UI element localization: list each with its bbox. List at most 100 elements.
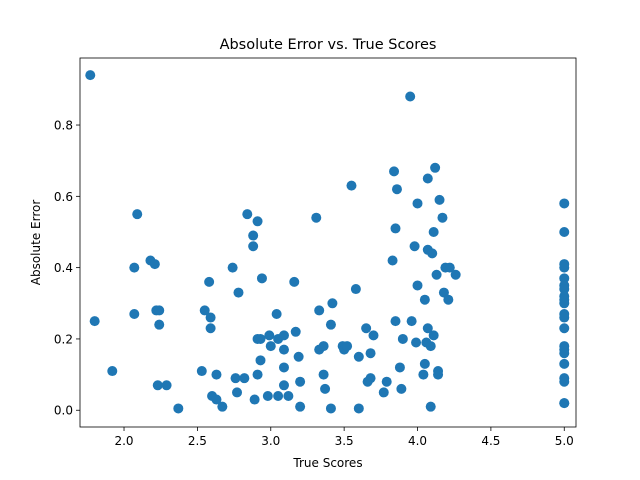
data-point-28 [239,373,250,384]
data-point-99 [425,401,436,412]
data-point-126 [559,312,570,323]
data-point-133 [559,376,570,387]
data-point-119 [559,273,570,284]
data-point-98 [422,323,433,334]
data-point-80 [390,223,401,234]
data-point-96 [422,173,433,184]
data-point-124 [559,298,570,309]
data-point-109 [437,212,448,223]
data-point-113 [444,262,455,273]
data-point-121 [559,284,570,295]
data-point-17 [204,276,215,287]
data-point-26 [232,387,243,398]
data-point-102 [428,226,439,237]
data-point-131 [559,358,570,369]
data-point-75 [368,330,379,341]
data-point-61 [325,319,336,330]
data-point-47 [278,362,289,373]
data-point-71 [361,323,372,334]
data-point-40 [264,330,275,341]
data-point-46 [278,330,289,341]
data-point-105 [431,269,442,280]
plot-area-frame [79,57,577,428]
x-tick-label: 3.5 [335,434,354,448]
x-tick-label: 2.0 [114,434,133,448]
data-point-104 [430,162,441,173]
data-point-115 [559,198,570,209]
data-point-41 [265,341,276,352]
data-point-83 [394,362,405,373]
data-point-112 [443,294,454,305]
data-point-79 [389,166,400,177]
y-tick-label: 0.4 [54,261,73,275]
data-point-85 [397,333,408,344]
data-point-2 [89,316,100,327]
data-point-13 [161,380,172,391]
data-point-16 [199,305,210,316]
data-point-58 [318,341,329,352]
data-point-50 [289,276,300,287]
data-point-66 [342,341,353,352]
data-point-6 [132,209,143,220]
x-axis-ticks: 2.0 2.5 3.0 3.5 4.0 4.5 5.0 [114,427,574,448]
data-point-101 [427,248,438,259]
data-point-54 [295,401,306,412]
data-point-103 [428,330,439,341]
data-point-25 [230,373,241,384]
data-point-78 [387,255,398,266]
data-point-89 [411,337,422,348]
data-point-73 [365,373,376,384]
y-tick-label: 0.6 [54,190,73,204]
data-point-127 [559,323,570,334]
data-point-10 [154,305,165,316]
y-axis-ticks: 0.0 0.2 0.4 0.6 0.8 [54,119,80,418]
data-point-130 [559,348,570,359]
data-point-18 [205,323,216,334]
data-point-81 [390,316,401,327]
data-point-94 [419,294,430,305]
y-tick-label: 0.8 [54,119,73,133]
data-point-3 [107,366,118,377]
data-point-21 [211,394,222,405]
data-point-90 [412,198,423,209]
data-point-62 [325,403,336,414]
data-point-108 [434,194,445,205]
data-point-135 [559,398,570,409]
x-tick-label: 3.0 [261,434,280,448]
data-point-55 [311,212,322,223]
data-point-51 [290,326,301,337]
y-tick-label: 0.2 [54,332,73,346]
chart-title: Absolute Error vs. True Scores [220,37,437,53]
data-point-14 [173,403,184,414]
data-point-88 [409,241,420,252]
data-point-67 [346,180,357,191]
data-point-32 [249,394,260,405]
data-point-77 [381,376,392,387]
data-point-56 [314,305,325,316]
data-point-84 [396,383,407,394]
data-point-70 [353,403,364,414]
x-tick-label: 5.0 [555,434,574,448]
data-point-44 [273,390,284,401]
y-tick-label: 0.0 [54,404,73,418]
data-point-35 [255,333,266,344]
data-point-86 [405,91,416,102]
data-point-8 [149,259,160,270]
data-point-63 [327,298,338,309]
data-point-29 [242,209,253,220]
data-point-59 [320,383,331,394]
y-axis-label: Absolute Error [29,200,43,286]
data-point-19 [205,312,216,323]
data-point-5 [129,308,140,319]
data-point-68 [350,284,361,295]
data-point-60 [318,369,329,380]
data-point-15 [196,366,207,377]
data-point-114 [450,269,461,280]
x-axis-label: True Scores [292,456,362,470]
data-point-45 [278,344,289,355]
data-point-74 [365,348,376,359]
data-point-4 [129,262,140,273]
data-point-23 [217,401,228,412]
